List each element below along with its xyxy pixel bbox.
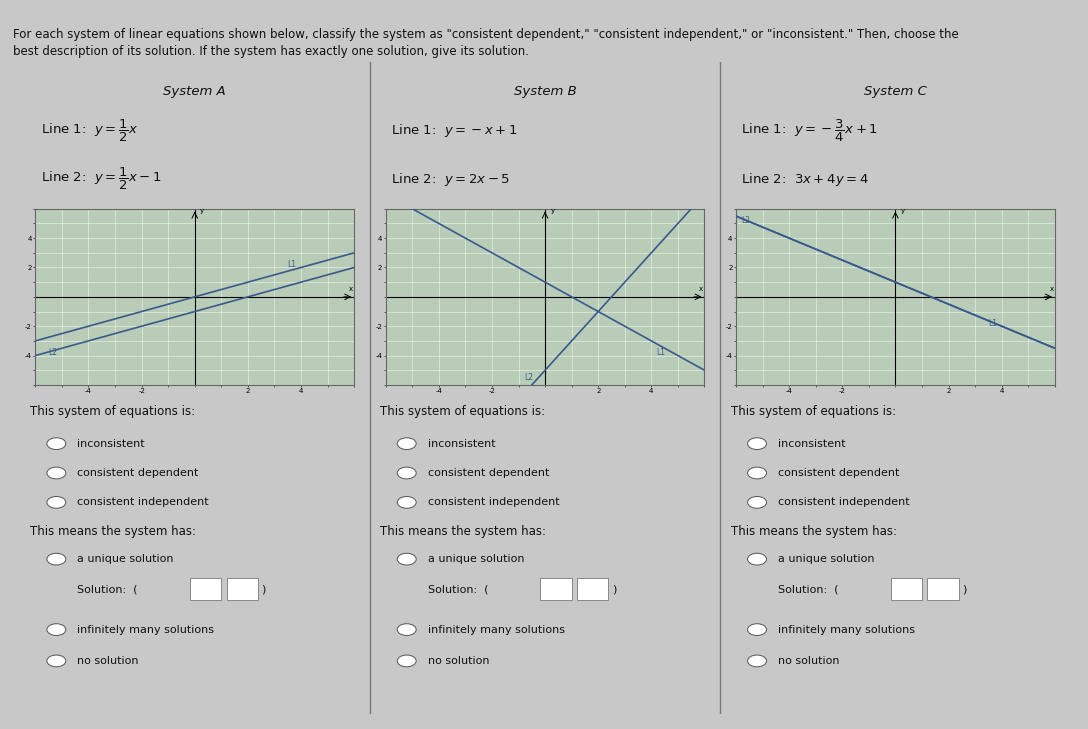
Text: inconsistent: inconsistent bbox=[428, 439, 495, 448]
Text: y: y bbox=[551, 208, 555, 214]
Text: Line 2:  $y=2x-5$: Line 2: $y=2x-5$ bbox=[391, 171, 510, 188]
FancyBboxPatch shape bbox=[890, 578, 922, 600]
Text: L1: L1 bbox=[988, 319, 998, 328]
Text: Line 1:  $y=-x+1$: Line 1: $y=-x+1$ bbox=[391, 122, 518, 139]
Text: This system of equations is:: This system of equations is: bbox=[30, 405, 195, 418]
Text: y: y bbox=[200, 208, 205, 214]
Text: L2: L2 bbox=[741, 216, 751, 225]
Text: L1: L1 bbox=[287, 260, 297, 269]
Circle shape bbox=[47, 624, 66, 636]
Text: infinitely many solutions: infinitely many solutions bbox=[428, 625, 565, 635]
Circle shape bbox=[397, 438, 417, 450]
Text: inconsistent: inconsistent bbox=[778, 439, 845, 448]
FancyBboxPatch shape bbox=[927, 578, 959, 600]
Text: no solution: no solution bbox=[778, 656, 840, 666]
Text: consistent independent: consistent independent bbox=[428, 497, 559, 507]
Text: This means the system has:: This means the system has: bbox=[30, 525, 196, 538]
Text: inconsistent: inconsistent bbox=[77, 439, 145, 448]
Text: a unique solution: a unique solution bbox=[428, 554, 524, 564]
Text: consistent dependent: consistent dependent bbox=[77, 468, 199, 478]
Text: consistent independent: consistent independent bbox=[778, 497, 910, 507]
Circle shape bbox=[747, 496, 767, 508]
Circle shape bbox=[397, 467, 417, 479]
Circle shape bbox=[47, 496, 66, 508]
FancyBboxPatch shape bbox=[189, 578, 221, 600]
Circle shape bbox=[747, 438, 767, 450]
Text: ): ) bbox=[611, 584, 616, 594]
Text: Solution:  (: Solution: ( bbox=[77, 584, 138, 594]
FancyBboxPatch shape bbox=[226, 578, 258, 600]
Text: y: y bbox=[901, 208, 905, 214]
Circle shape bbox=[397, 655, 417, 667]
Text: ): ) bbox=[962, 584, 966, 594]
Circle shape bbox=[747, 553, 767, 565]
Text: This system of equations is:: This system of equations is: bbox=[381, 405, 545, 418]
Text: a unique solution: a unique solution bbox=[77, 554, 174, 564]
Circle shape bbox=[397, 553, 417, 565]
Text: consistent dependent: consistent dependent bbox=[428, 468, 549, 478]
Circle shape bbox=[47, 467, 66, 479]
Text: no solution: no solution bbox=[428, 656, 490, 666]
Text: consistent dependent: consistent dependent bbox=[778, 468, 900, 478]
Text: ): ) bbox=[261, 584, 265, 594]
Text: infinitely many solutions: infinitely many solutions bbox=[77, 625, 214, 635]
Text: This system of equations is:: This system of equations is: bbox=[731, 405, 895, 418]
Circle shape bbox=[747, 624, 767, 636]
Text: Solution:  (: Solution: ( bbox=[428, 584, 489, 594]
Text: L2: L2 bbox=[49, 348, 58, 357]
Text: infinitely many solutions: infinitely many solutions bbox=[778, 625, 915, 635]
Text: a unique solution: a unique solution bbox=[778, 554, 875, 564]
Text: best description of its solution. If the system has exactly one solution, give i: best description of its solution. If the… bbox=[13, 45, 529, 58]
Text: For each system of linear equations shown below, classify the system as "consist: For each system of linear equations show… bbox=[13, 28, 959, 41]
Text: System B: System B bbox=[514, 85, 577, 98]
Text: System A: System A bbox=[163, 85, 226, 98]
Text: Line 1:  $y=\dfrac{1}{2}x$: Line 1: $y=\dfrac{1}{2}x$ bbox=[40, 117, 138, 144]
Text: L2: L2 bbox=[523, 373, 533, 382]
Text: Line 1:  $y=-\dfrac{3}{4}x+1$: Line 1: $y=-\dfrac{3}{4}x+1$ bbox=[741, 117, 878, 144]
Circle shape bbox=[747, 467, 767, 479]
Text: x: x bbox=[1050, 286, 1053, 292]
Circle shape bbox=[397, 496, 417, 508]
Text: no solution: no solution bbox=[77, 656, 139, 666]
Text: x: x bbox=[700, 286, 703, 292]
Text: Line 2:  $3x+4y=4$: Line 2: $3x+4y=4$ bbox=[741, 171, 869, 188]
Circle shape bbox=[397, 624, 417, 636]
Circle shape bbox=[47, 655, 66, 667]
Text: This means the system has:: This means the system has: bbox=[381, 525, 546, 538]
FancyBboxPatch shape bbox=[540, 578, 571, 600]
Text: System C: System C bbox=[864, 85, 927, 98]
Text: Solution:  (: Solution: ( bbox=[778, 584, 839, 594]
FancyBboxPatch shape bbox=[577, 578, 608, 600]
Text: consistent independent: consistent independent bbox=[77, 497, 209, 507]
Text: L1: L1 bbox=[657, 348, 666, 357]
Text: This means the system has:: This means the system has: bbox=[731, 525, 897, 538]
Circle shape bbox=[747, 655, 767, 667]
Circle shape bbox=[47, 553, 66, 565]
Circle shape bbox=[47, 438, 66, 450]
Text: Line 2:  $y=\dfrac{1}{2}x-1$: Line 2: $y=\dfrac{1}{2}x-1$ bbox=[40, 166, 161, 192]
Text: x: x bbox=[349, 286, 353, 292]
